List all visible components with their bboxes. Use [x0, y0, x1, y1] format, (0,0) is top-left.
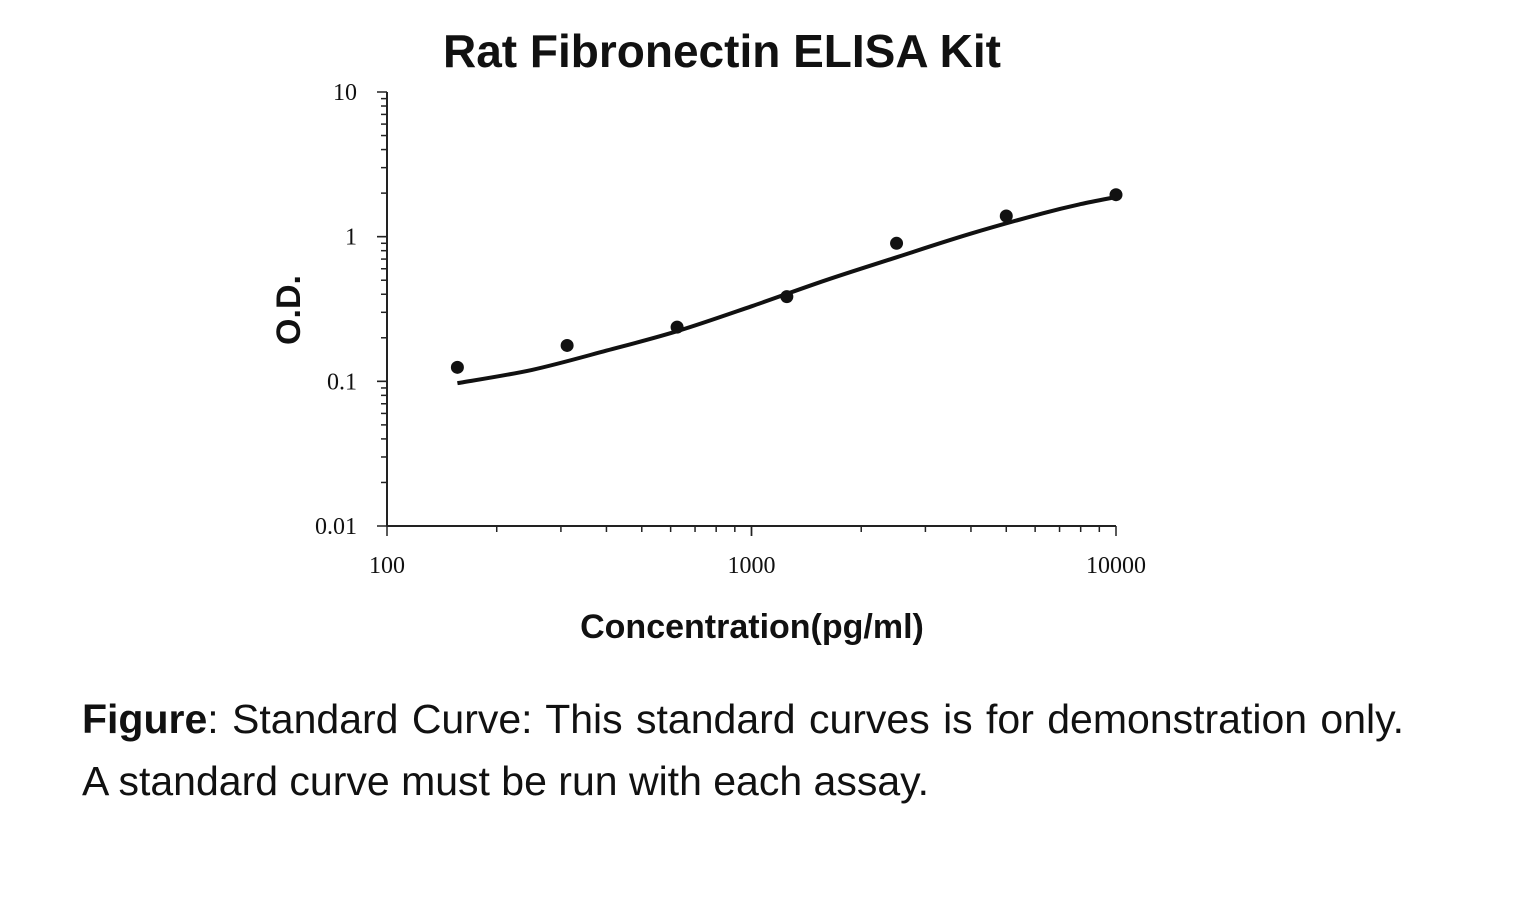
- y-tick-label: 1: [345, 225, 357, 251]
- fit-curve-line: [457, 195, 1117, 386]
- y-tick-label: 10: [333, 80, 357, 106]
- tick-labels: 100 1000 10000 0.01 0.1 1 10: [315, 80, 1146, 579]
- caption-label: Figure: [82, 696, 208, 742]
- data-point: [890, 236, 904, 250]
- x-tick-label: 100: [369, 553, 405, 579]
- data-point: [560, 338, 574, 352]
- x-tick-label: 1000: [728, 553, 776, 579]
- standard-curve-chart: Rat Fibronectin ELISA Kit 100 1000 10000 0.…: [270, 25, 1146, 646]
- data-point: [670, 320, 684, 334]
- data-points: [450, 188, 1123, 374]
- chart-title: Rat Fibronectin ELISA Kit: [443, 25, 1001, 77]
- figure-caption: Figure: Standard Curve: This standard cu…: [82, 688, 1404, 812]
- axis-ticks: [377, 91, 1117, 536]
- y-tick-label: 0.01: [315, 514, 357, 540]
- y-axis-label: O.D.: [270, 275, 308, 345]
- axes: [386, 92, 1116, 527]
- caption-text: : Standard Curve: This standard curves i…: [82, 696, 1404, 804]
- x-axis-label: Concentration(pg/ml): [580, 608, 924, 646]
- x-tick-label: 10000: [1086, 553, 1146, 579]
- data-point: [780, 290, 794, 304]
- data-point: [450, 360, 464, 374]
- data-point: [999, 209, 1013, 223]
- y-tick-label: 0.1: [327, 369, 357, 395]
- data-point: [1109, 188, 1123, 202]
